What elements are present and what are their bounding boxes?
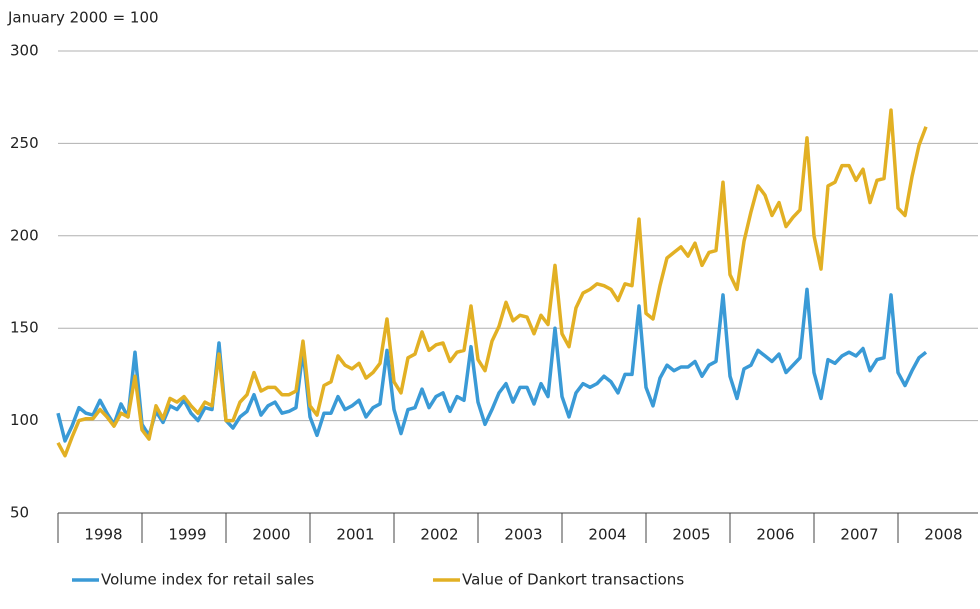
x-tick-label: 2008 [924,526,962,544]
x-tick-label: 2001 [336,526,374,544]
series-line [56,287,928,443]
legend-label: Volume index for retail sales [101,571,314,589]
x-tick-label: 2004 [588,526,626,544]
x-tick-label: 2000 [252,526,290,544]
legend-label: Value of Dankort transactions [462,571,684,589]
x-tick-label: 2007 [840,526,878,544]
x-tick-label: 2003 [504,526,542,544]
y-axis-label: January 2000 = 100 [7,9,159,27]
y-tick-label: 50 [10,504,29,522]
x-tick-label: 2005 [672,526,710,544]
x-tick-label: 2006 [756,526,794,544]
y-tick-label: 250 [10,134,39,152]
y-tick-label: 300 [10,42,39,60]
y-tick-label: 100 [10,411,39,429]
y-tick-label: 150 [10,319,39,337]
series-line [56,108,928,458]
x-tick-label: 2002 [420,526,458,544]
x-tick-label: 1998 [84,526,122,544]
x-tick-label: 1999 [168,526,206,544]
y-tick-label: 200 [10,226,39,244]
